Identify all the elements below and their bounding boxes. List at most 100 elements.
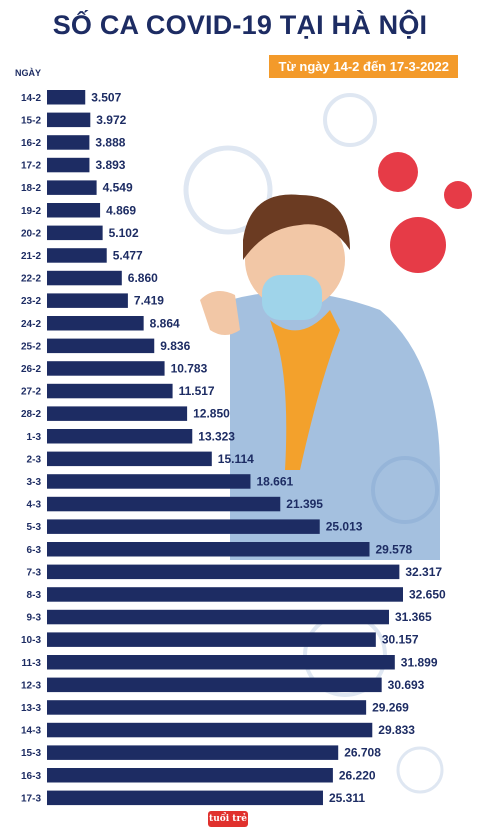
tuoi-tre-logo: tuổi trẻ <box>208 811 248 827</box>
value-label: 5.477 <box>113 248 143 262</box>
category-label: 27-2 <box>21 387 41 398</box>
category-label: 17-3 <box>21 793 41 804</box>
value-label: 4.549 <box>103 181 133 195</box>
bar <box>47 270 122 286</box>
bar <box>47 383 173 399</box>
bar <box>47 722 373 738</box>
bar <box>47 135 90 150</box>
bar <box>47 587 403 602</box>
page-title: SỐ CA COVID-19 TẠI HÀ NỘI <box>52 10 428 40</box>
value-label: 31.899 <box>401 655 438 669</box>
bar <box>47 542 370 557</box>
red-virus-icon <box>444 181 472 209</box>
category-label: 2-3 <box>27 454 42 465</box>
bar <box>47 632 376 647</box>
value-label: 26.220 <box>339 768 376 782</box>
value-label: 12.850 <box>193 407 230 421</box>
category-label: 14-3 <box>21 726 41 737</box>
bar <box>47 564 400 580</box>
value-label: 25.013 <box>326 520 363 534</box>
bar <box>47 790 323 806</box>
category-label: 15-2 <box>21 115 41 126</box>
bar <box>47 316 144 331</box>
y-axis-label: NGÀY <box>15 68 42 78</box>
value-label: 7.419 <box>134 294 164 308</box>
value-label: 3.972 <box>96 113 126 127</box>
bar <box>47 609 389 625</box>
bar <box>47 429 193 444</box>
bar <box>47 655 395 670</box>
red-virus-icon <box>390 217 446 273</box>
value-label: 6.860 <box>128 271 158 285</box>
value-label: 32.650 <box>409 587 446 601</box>
category-label: 8-3 <box>27 590 42 601</box>
category-label: 13-3 <box>21 703 41 714</box>
category-label: 28-2 <box>21 409 41 420</box>
category-label: 5-3 <box>27 522 42 533</box>
bar <box>47 361 165 376</box>
bar <box>47 745 339 760</box>
value-label: 13.323 <box>198 429 235 443</box>
red-virus-icon <box>378 152 418 192</box>
value-label: 5.102 <box>109 226 139 240</box>
value-label: 25.311 <box>329 791 365 805</box>
category-label: 18-2 <box>21 183 41 194</box>
bar <box>47 180 97 195</box>
category-label: 6-3 <box>27 545 42 556</box>
category-label: 10-3 <box>21 635 41 646</box>
value-label: 4.869 <box>106 203 136 217</box>
category-label: 17-2 <box>21 161 41 172</box>
bar <box>47 406 188 421</box>
bar <box>47 90 86 105</box>
category-label: 1-3 <box>27 432 42 443</box>
virus-outline-icon <box>323 93 377 147</box>
value-label: 9.836 <box>160 339 190 353</box>
bar <box>47 768 333 783</box>
value-label: 30.157 <box>382 633 419 647</box>
value-label: 11.517 <box>179 384 215 398</box>
bar <box>47 293 128 308</box>
category-label: 24-2 <box>21 319 41 330</box>
value-label: 29.578 <box>376 542 413 556</box>
category-label: 20-2 <box>21 228 41 239</box>
category-label: 14-2 <box>21 93 41 104</box>
value-label: 3.507 <box>91 90 121 104</box>
bar <box>47 157 90 173</box>
value-label: 32.317 <box>405 565 442 579</box>
bar <box>47 474 251 489</box>
value-label: 29.833 <box>378 723 415 737</box>
bar <box>47 451 212 467</box>
category-label: 21-2 <box>21 251 41 262</box>
value-label: 15.114 <box>218 452 254 466</box>
bar <box>47 496 281 512</box>
date-range-badge: Từ ngày 14-2 đến 17-3-2022 <box>269 55 458 78</box>
bar <box>47 112 91 128</box>
category-label: 23-2 <box>21 296 41 307</box>
value-label: 18.661 <box>256 474 293 488</box>
category-label: 16-3 <box>21 771 41 782</box>
category-label: 15-3 <box>21 748 41 759</box>
value-label: 10.783 <box>171 361 208 375</box>
virus-outline-icon <box>183 145 273 235</box>
value-label: 8.864 <box>150 316 180 330</box>
value-label: 3.893 <box>95 158 125 172</box>
category-label: 19-2 <box>21 206 41 217</box>
category-label: 16-2 <box>21 138 41 149</box>
value-label: 29.269 <box>372 700 409 714</box>
bar <box>47 338 155 354</box>
category-label: 26-2 <box>21 364 41 375</box>
category-label: 12-3 <box>21 680 41 691</box>
category-label: 11-3 <box>22 658 42 669</box>
bar <box>47 225 103 241</box>
bar <box>47 677 382 693</box>
bar <box>47 700 367 715</box>
virus-outline-icon <box>396 746 444 794</box>
category-label: 25-2 <box>21 341 41 352</box>
value-label: 26.708 <box>344 746 381 760</box>
bar <box>47 248 107 263</box>
value-label: 30.693 <box>388 678 425 692</box>
category-label: 22-2 <box>21 274 41 285</box>
value-label: 31.365 <box>395 610 432 624</box>
category-label: 3-3 <box>27 477 42 488</box>
